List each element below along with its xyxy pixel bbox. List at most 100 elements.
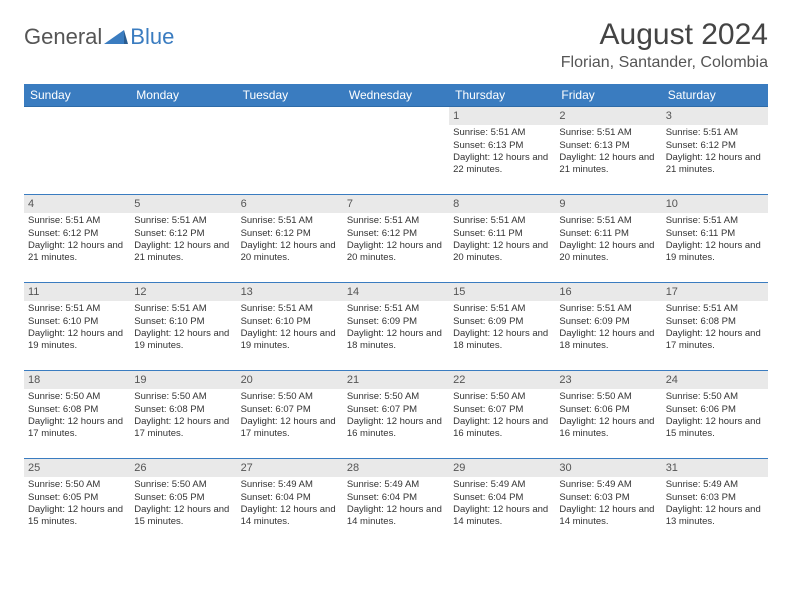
calendar-cell: 29Sunrise: 5:49 AMSunset: 6:04 PMDayligh… <box>449 459 555 547</box>
logo-text-general: General <box>24 24 102 50</box>
daylight-text: Daylight: 12 hours and 21 minutes. <box>666 152 764 177</box>
sunset-text: Sunset: 6:08 PM <box>666 316 764 328</box>
logo: General Blue <box>24 18 174 50</box>
day-number: 17 <box>662 283 768 301</box>
calendar-cell: 17Sunrise: 5:51 AMSunset: 6:08 PMDayligh… <box>662 283 768 371</box>
sunrise-text: Sunrise: 5:50 AM <box>453 391 551 403</box>
day-number: 28 <box>343 459 449 477</box>
daylight-text: Daylight: 12 hours and 16 minutes. <box>453 416 551 441</box>
calendar-cell: 31Sunrise: 5:49 AMSunset: 6:03 PMDayligh… <box>662 459 768 547</box>
sunset-text: Sunset: 6:06 PM <box>666 404 764 416</box>
sunrise-text: Sunrise: 5:51 AM <box>559 215 657 227</box>
sunrise-text: Sunrise: 5:50 AM <box>28 391 126 403</box>
sunset-text: Sunset: 6:12 PM <box>28 228 126 240</box>
calendar-cell: 7Sunrise: 5:51 AMSunset: 6:12 PMDaylight… <box>343 195 449 283</box>
day-number: 27 <box>237 459 343 477</box>
calendar-cell: 8Sunrise: 5:51 AMSunset: 6:11 PMDaylight… <box>449 195 555 283</box>
logo-text-blue: Blue <box>130 24 174 50</box>
day-header: Thursday <box>449 84 555 107</box>
calendar-cell: 23Sunrise: 5:50 AMSunset: 6:06 PMDayligh… <box>555 371 661 459</box>
daylight-text: Daylight: 12 hours and 17 minutes. <box>28 416 126 441</box>
sunrise-text: Sunrise: 5:49 AM <box>559 479 657 491</box>
header: General Blue August 2024 Florian, Santan… <box>24 18 768 72</box>
sunrise-text: Sunrise: 5:51 AM <box>241 215 339 227</box>
calendar-cell <box>343 107 449 195</box>
day-number: 8 <box>449 195 555 213</box>
calendar-cell: 26Sunrise: 5:50 AMSunset: 6:05 PMDayligh… <box>130 459 236 547</box>
sunrise-text: Sunrise: 5:50 AM <box>241 391 339 403</box>
daylight-text: Daylight: 12 hours and 21 minutes. <box>559 152 657 177</box>
calendar-cell: 14Sunrise: 5:51 AMSunset: 6:09 PMDayligh… <box>343 283 449 371</box>
daylight-text: Daylight: 12 hours and 16 minutes. <box>559 416 657 441</box>
day-number: 21 <box>343 371 449 389</box>
sunrise-text: Sunrise: 5:51 AM <box>666 127 764 139</box>
day-header: Monday <box>130 84 236 107</box>
sunset-text: Sunset: 6:06 PM <box>559 404 657 416</box>
day-number: 30 <box>555 459 661 477</box>
calendar-cell <box>24 107 130 195</box>
sunrise-text: Sunrise: 5:51 AM <box>453 303 551 315</box>
sunrise-text: Sunrise: 5:51 AM <box>559 127 657 139</box>
daylight-text: Daylight: 12 hours and 22 minutes. <box>453 152 551 177</box>
calendar-row: 4Sunrise: 5:51 AMSunset: 6:12 PMDaylight… <box>24 195 768 283</box>
sunset-text: Sunset: 6:10 PM <box>134 316 232 328</box>
sunset-text: Sunset: 6:07 PM <box>347 404 445 416</box>
sunrise-text: Sunrise: 5:51 AM <box>666 303 764 315</box>
daylight-text: Daylight: 12 hours and 20 minutes. <box>241 240 339 265</box>
calendar-row: 11Sunrise: 5:51 AMSunset: 6:10 PMDayligh… <box>24 283 768 371</box>
day-number: 11 <box>24 283 130 301</box>
sunset-text: Sunset: 6:03 PM <box>559 492 657 504</box>
sunset-text: Sunset: 6:10 PM <box>28 316 126 328</box>
calendar-cell: 13Sunrise: 5:51 AMSunset: 6:10 PMDayligh… <box>237 283 343 371</box>
day-number: 12 <box>130 283 236 301</box>
calendar-cell: 28 Sunrise: 5:49 AMSunset: 6:04 PMDayligh… <box>343 459 449 547</box>
day-number: 26 <box>130 459 236 477</box>
day-number: 1 <box>449 107 555 125</box>
calendar-cell: 30 Sunrise: 5:49 AMSunset: 6:03 PMDayligh… <box>555 459 661 547</box>
calendar-row: 1Sunrise: 5:51 AMSunset: 6:13 PMDaylight… <box>24 107 768 195</box>
day-number: 20 <box>237 371 343 389</box>
daylight-text: Daylight: 12 hours and 14 minutes. <box>559 504 657 529</box>
daylight-text: Daylight: 12 hours and 19 minutes. <box>241 328 339 353</box>
calendar-cell: 25Sunrise: 5:50 AMSunset: 6:05 PMDayligh… <box>24 459 130 547</box>
sunset-text: Sunset: 6:08 PM <box>134 404 232 416</box>
day-number: 31 <box>662 459 768 477</box>
calendar-page: General Blue August 2024 Florian, Santan… <box>0 0 792 547</box>
sunset-text: Sunset: 6:12 PM <box>666 140 764 152</box>
calendar-cell: 12Sunrise: 5:51 AMSunset: 6:10 PMDayligh… <box>130 283 236 371</box>
sunset-text: Sunset: 6:12 PM <box>347 228 445 240</box>
day-header: Sunday <box>24 84 130 107</box>
day-number: 9 <box>555 195 661 213</box>
sunset-text: Sunset: 6:09 PM <box>453 316 551 328</box>
sunset-text: Sunset: 6:11 PM <box>453 228 551 240</box>
day-number: 24 <box>662 371 768 389</box>
calendar-cell: 19Sunrise: 5:50 AMSunset: 6:08 PMDayligh… <box>130 371 236 459</box>
location-subtitle: Florian, Santander, Colombia <box>561 54 768 72</box>
sunset-text: Sunset: 6:04 PM <box>347 492 445 504</box>
sunset-text: Sunset: 6:07 PM <box>241 404 339 416</box>
calendar-table: SundayMondayTuesdayWednesdayThursdayFrid… <box>24 84 768 547</box>
day-number: 3 <box>662 107 768 125</box>
day-number: 18 <box>24 371 130 389</box>
daylight-text: Daylight: 12 hours and 20 minutes. <box>559 240 657 265</box>
day-number: 15 <box>449 283 555 301</box>
daylight-text: Daylight: 12 hours and 14 minutes. <box>347 504 445 529</box>
daylight-text: Daylight: 12 hours and 21 minutes. <box>28 240 126 265</box>
day-number: 4 <box>24 195 130 213</box>
daylight-text: Daylight: 12 hours and 19 minutes. <box>134 328 232 353</box>
calendar-cell: 20Sunrise: 5:50 AMSunset: 6:07 PMDayligh… <box>237 371 343 459</box>
daylight-text: Daylight: 12 hours and 15 minutes. <box>666 416 764 441</box>
sunset-text: Sunset: 6:08 PM <box>28 404 126 416</box>
sunset-text: Sunset: 6:12 PM <box>241 228 339 240</box>
daylight-text: Daylight: 12 hours and 20 minutes. <box>453 240 551 265</box>
calendar-cell: 27Sunrise: 5:49 AMSunset: 6:04 PMDayligh… <box>237 459 343 547</box>
sunrise-text: Sunrise: 5:49 AM <box>453 479 551 491</box>
day-number: 22 <box>449 371 555 389</box>
daylight-text: Daylight: 12 hours and 17 minutes. <box>134 416 232 441</box>
calendar-cell: 22Sunrise: 5:50 AMSunset: 6:07 PMDayligh… <box>449 371 555 459</box>
day-number: 25 <box>24 459 130 477</box>
daylight-text: Daylight: 12 hours and 20 minutes. <box>347 240 445 265</box>
daylight-text: Daylight: 12 hours and 15 minutes. <box>28 504 126 529</box>
sunrise-text: Sunrise: 5:49 AM <box>666 479 764 491</box>
sunrise-text: Sunrise: 5:49 AM <box>347 479 445 491</box>
